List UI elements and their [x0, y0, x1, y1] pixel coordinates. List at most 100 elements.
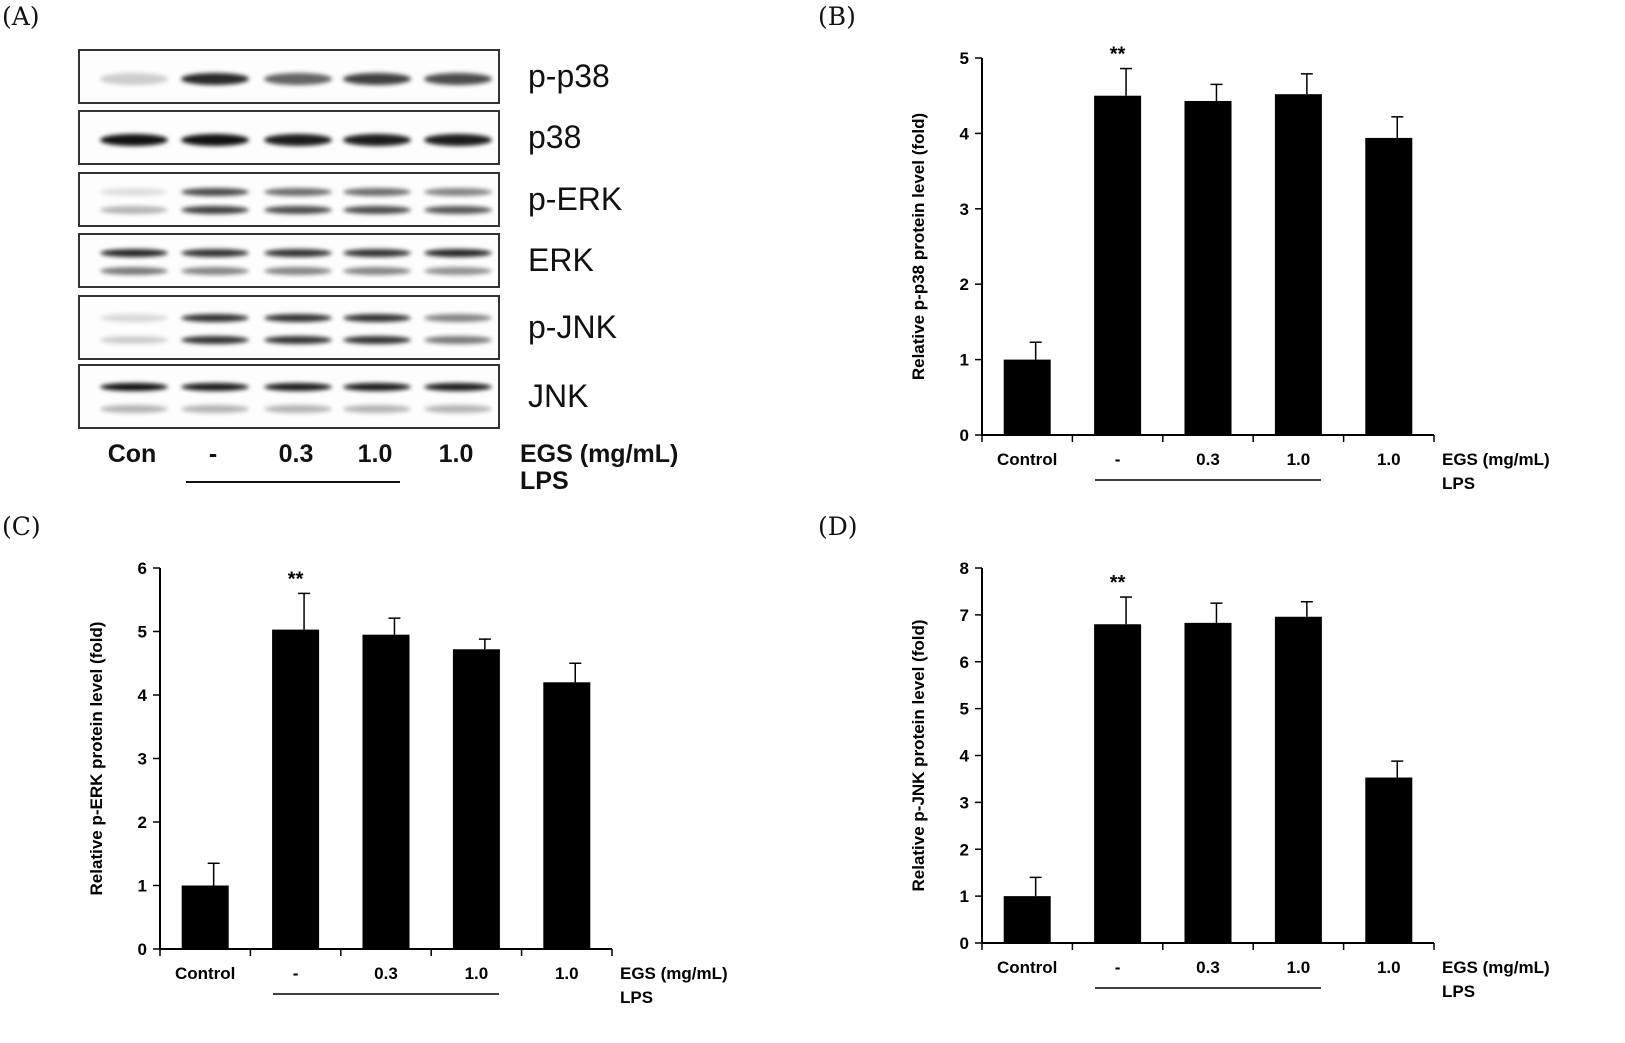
x-tick-label: - — [1115, 958, 1121, 977]
chart-p-erk: 0 1 2 3 4 5 6 Control ** - 0.3 1.0 1.0 Relative p-ERK… — [87, 559, 728, 1007]
panel-label-c: (C) — [2, 512, 41, 541]
bar — [1003, 359, 1051, 435]
blot-band — [343, 383, 411, 392]
y-tick-label: 3 — [960, 200, 969, 219]
x-tick-label: - — [293, 964, 299, 983]
blot-band — [181, 133, 249, 146]
blot-band — [181, 72, 249, 85]
blot-band — [264, 133, 332, 146]
x-tick-label: 1.0 — [465, 964, 489, 983]
y-axis-label: Relative p-JNK protein level (fold) — [909, 619, 928, 891]
blot-band — [100, 133, 168, 146]
blot-band — [424, 404, 492, 413]
bar — [1184, 100, 1232, 435]
blot-strip-p-p38 — [78, 49, 500, 104]
blot-band — [100, 404, 168, 413]
bar — [1094, 624, 1142, 943]
y-tick-label: 4 — [960, 124, 970, 143]
blot-label-p-jnk: p-JNK — [528, 308, 617, 345]
treatment-label: EGS (mg/mL) — [1442, 450, 1550, 469]
blot-band — [100, 314, 168, 323]
blot-band — [343, 188, 411, 197]
y-tick-label: 6 — [138, 559, 147, 578]
blot-band — [424, 188, 492, 197]
y-tick-label: 4 — [960, 747, 970, 766]
blot-band — [424, 72, 492, 85]
blot-strip-p-jnk — [78, 295, 500, 360]
blot-band — [264, 335, 332, 344]
x-tick-label: - — [1115, 450, 1121, 469]
bar — [1184, 622, 1232, 943]
bar — [1003, 896, 1051, 943]
bar — [1365, 777, 1413, 943]
x-tick-label: Control — [997, 958, 1057, 977]
x-tick-label: 1.0 — [1377, 958, 1401, 977]
y-tick-label: 0 — [960, 426, 969, 445]
treatment-label: EGS (mg/mL) — [620, 964, 728, 983]
blot-band — [181, 267, 249, 276]
blot-band — [100, 383, 168, 392]
blot-band — [100, 335, 168, 344]
bar — [1274, 616, 1322, 943]
blot-treatment-label: EGS (mg/mL) — [520, 440, 679, 468]
y-tick-label: 2 — [960, 275, 969, 294]
blot-band — [264, 404, 332, 413]
blot-lane-label: 0.3 — [278, 440, 314, 468]
blot-lane-label: 1.0 — [438, 440, 474, 468]
y-tick-label: 6 — [960, 653, 969, 672]
y-tick-label: 0 — [138, 940, 147, 959]
bar — [1094, 95, 1142, 435]
y-tick-label: 3 — [960, 793, 969, 812]
blot-band — [343, 72, 411, 85]
blot-band — [343, 404, 411, 413]
blot-lane-label: Con — [107, 440, 157, 468]
x-tick-label: 0.3 — [1196, 958, 1220, 977]
blot-band — [264, 267, 332, 276]
y-tick-label: 5 — [960, 49, 969, 68]
blot-band — [181, 249, 249, 258]
lps-label: LPS — [1442, 982, 1475, 1001]
bar — [543, 682, 591, 949]
blot-band — [181, 383, 249, 392]
significance-marker: ** — [1110, 44, 1126, 66]
panel-label-a: (A) — [2, 2, 40, 31]
significance-marker: ** — [1110, 572, 1126, 594]
blot-band — [343, 133, 411, 146]
blot-band — [424, 206, 492, 215]
y-tick-label: 8 — [960, 559, 969, 578]
blot-strip-p-erk — [78, 172, 500, 227]
blot-band — [100, 188, 168, 197]
blot-band — [264, 249, 332, 258]
y-axis-label: Relative p-ERK protein level (fold) — [87, 622, 106, 896]
blot-band — [264, 314, 332, 323]
blot-band — [100, 206, 168, 215]
blot-band — [264, 383, 332, 392]
y-axis-label: Relative p-p38 protein level (fold) — [909, 113, 928, 380]
x-tick-label: 1.0 — [1287, 958, 1311, 977]
bar — [181, 885, 229, 949]
blot-band — [343, 314, 411, 323]
blot-band — [424, 383, 492, 392]
y-tick-label: 0 — [960, 934, 969, 953]
y-tick-label: 1 — [138, 877, 147, 896]
blot-band — [424, 133, 492, 146]
y-tick-label: 2 — [138, 813, 147, 832]
blot-label-p-p38: p-p38 — [528, 57, 610, 94]
x-tick-label: Control — [997, 450, 1057, 469]
x-tick-label: 0.3 — [1196, 450, 1220, 469]
blot-lps-label: LPS — [520, 467, 569, 495]
blot-band — [424, 335, 492, 344]
blot-band — [100, 249, 168, 258]
lps-label: LPS — [620, 988, 653, 1007]
y-tick-label: 2 — [960, 840, 969, 859]
x-tick-label: 1.0 — [1287, 450, 1311, 469]
treatment-label: EGS (mg/mL) — [1442, 958, 1550, 977]
blot-lane-label: 1.0 — [357, 440, 393, 468]
blot-band — [181, 404, 249, 413]
bar — [1274, 94, 1322, 435]
blot-label-jnk: JNK — [528, 377, 589, 414]
blot-lps-bar — [186, 481, 400, 483]
blot-strip-jnk — [78, 364, 500, 429]
blot-band — [424, 267, 492, 276]
